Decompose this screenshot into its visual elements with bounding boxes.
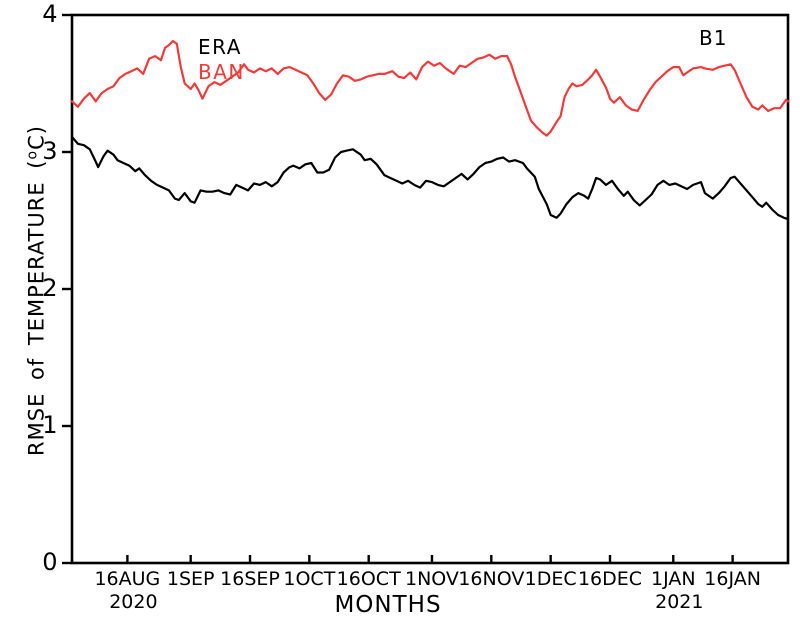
plot-frame [70, 13, 790, 565]
x-tick-label: 1JAN [650, 568, 696, 590]
y-tick-label: 1 [42, 410, 58, 439]
x-tick-label: 16NOV [458, 568, 525, 590]
y-axis-title-superscript: o [24, 149, 41, 160]
legend-label-ban: BAN [198, 60, 245, 84]
x-axis-title: MONTHS [334, 592, 442, 618]
x-tick-label: 1DEC [524, 568, 577, 590]
y-tick-label: 2 [42, 273, 58, 302]
y-tick-label: 3 [42, 136, 58, 165]
x-tick-label: 16JAN [704, 568, 761, 590]
x-tick-label: 16SEP [220, 568, 280, 590]
y-tick-label: 4 [42, 0, 58, 28]
ban-series-line [70, 39, 790, 137]
x-tick-label: 1OCT [283, 568, 336, 590]
x-tick-label: 1SEP [166, 568, 215, 590]
era-series-line [70, 135, 790, 221]
x-tick-year-sublabel: 2021 [655, 591, 704, 613]
x-tick-label: 1NOV [405, 568, 459, 590]
x-tick-label: 16OCT [336, 568, 401, 590]
panel-label: B1 [699, 26, 728, 50]
x-tick-label: 16AUG [94, 568, 161, 590]
x-tick-year-sublabel: 2020 [109, 591, 158, 613]
y-tick-label: 0 [42, 547, 58, 576]
x-tick-label: 16DEC [577, 568, 643, 590]
legend-label-era: ERA [198, 35, 242, 59]
